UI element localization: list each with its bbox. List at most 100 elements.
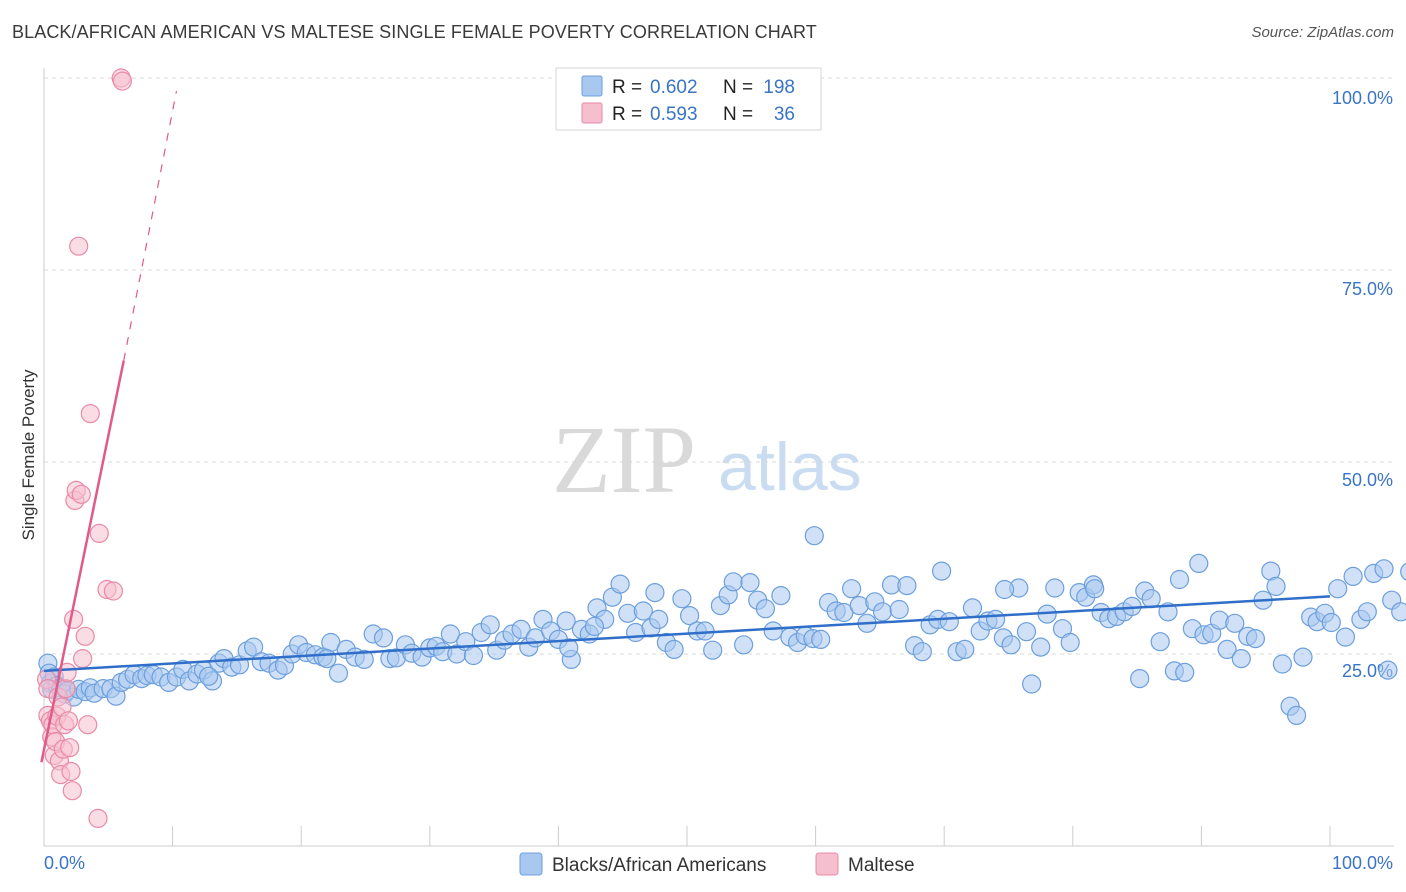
blacks-african-americans-point [985,609,1006,630]
blacks-african-americans-point [740,572,760,593]
trend-lines [40,90,1331,763]
blacks-african-americans-point [1016,622,1037,642]
blacks-african-americans-point [1374,559,1394,579]
maltese-point [57,662,77,683]
blacks-african-americans-point [1189,553,1209,574]
source-credit: Source: ZipAtlas.com [1251,24,1394,41]
blacks-african-americans-point [354,649,374,670]
blacks-african-americans-point [1335,627,1356,647]
maltese-point [103,581,124,601]
blacks-african-americans-point [1217,639,1237,660]
blacks-african-americans-point [1286,705,1307,726]
blacks-african-americans-point [1391,602,1406,622]
blacks-african-americans-point [633,601,653,621]
maltese-point [69,236,89,256]
blacks-african-americans-point [645,582,665,603]
blacks-african-americans-point [664,639,684,660]
x-tick-label-100: 100.0% [1332,853,1393,873]
blacks-african-americans-point [1225,613,1245,633]
y-axis-title: Single Female Poverty [19,369,38,541]
blacks-african-americans-point [556,611,576,631]
maltese-point [89,523,109,544]
blacks-african-americans-point [1150,632,1170,652]
blacks-african-americans-point [1021,674,1042,694]
legend-n-value-blue: 198 [763,77,795,98]
watermark: ZIP atlas [552,406,862,513]
blacks-african-americans-point [841,579,862,599]
maltese-point [88,808,108,829]
blacks-african-americans-point [931,561,952,581]
legend-swatch-pink [581,102,603,124]
blacks-african-americans-point [610,574,630,594]
blacks-african-americans-point [811,629,831,650]
blacks-african-americans-point [1378,660,1398,680]
blacks-african-americans-point [1328,579,1348,599]
blacks-african-americans-point [1400,562,1406,581]
bottom-legend-swatch-blue [519,852,543,876]
blacks-african-americans-point [1343,566,1363,587]
blacks-african-americans-point [1031,637,1051,657]
y-tick-label-50: 50.0% [1342,470,1393,490]
maltese-point [80,404,100,424]
maltese-point [58,711,79,731]
blacks-african-americans-point [755,599,776,619]
legend-n-label-pink: N = [723,104,753,125]
x-axis-ticks [43,826,1331,846]
blacks-african-americans-point [1130,668,1150,689]
trend-line-blacks-african-americans [43,595,1331,673]
blacks-african-americans-point [1158,602,1178,622]
blacks-african-americans-point [703,640,723,660]
blacks-african-americans-point [939,612,959,632]
blacks-african-americans-point [584,616,605,637]
blacks-african-americans-point [1085,579,1105,599]
blacks-african-americans-point [1169,569,1190,590]
trend-line-maltese-extension [123,90,178,361]
blacks-african-americans-point [511,619,531,640]
maltese-point [56,678,76,699]
trend-line-maltese [40,360,125,763]
chart-title: BLACK/AFRICAN AMERICAN VS MALTESE SINGLE… [12,22,817,42]
blacks-african-americans-point [1245,628,1266,649]
blacks-african-americans-point [1231,648,1251,669]
blacks-african-americans-point [440,624,460,644]
maltese-point [112,71,133,91]
maltese-point [60,738,80,758]
bottom-legend-swatch-pink [815,852,839,876]
legend-r-value-blue: 0.602 [650,77,698,98]
blacks-african-americans-point [1293,647,1313,667]
blacks-african-americans-point [1357,602,1377,622]
blacks-african-americans-point [962,598,983,618]
blacks-african-americans-point [463,645,484,666]
bottom-legend-label-pink: Maltese [848,855,915,876]
blacks-african-americans-point [679,605,700,626]
series-maltese [36,68,133,829]
blacks-african-americans-point [1272,654,1293,674]
bottom-legend-label-blue: Blacks/African Americans [552,855,766,876]
watermark-atlas: atlas [718,429,862,505]
blacks-african-americans-point [559,638,579,658]
maltese-point [63,609,84,630]
legend-swatch-blue [581,75,603,97]
legend-r-value-pink: 0.593 [650,104,698,125]
blacks-african-americans-point [649,609,669,630]
blacks-african-americans-point [373,628,394,648]
legend-n-value-pink: 36 [774,104,795,125]
blacks-african-americans-point [733,635,754,655]
series-legend: Blacks/African Americans Maltese [519,852,915,876]
blacks-african-americans-point [1045,578,1065,598]
blacks-african-americans-point [912,642,932,662]
y-tick-label-100: 100.0% [1332,88,1393,108]
blacks-african-americans-point [872,602,893,622]
blacks-african-americans-point [763,621,783,641]
legend-r-label-blue: R = [612,77,642,98]
legend-r-label-pink: R = [612,104,642,125]
watermark-zip: ZIP [552,406,696,513]
maltese-point [61,761,81,782]
blacks-african-americans-point [1266,576,1286,597]
blacks-african-americans-point [771,585,791,606]
blacks-african-americans-point [199,666,219,686]
y-tick-label-75: 75.0% [1342,279,1393,299]
blacks-african-americans-point [480,615,500,635]
maltese-point [75,626,95,646]
maltese-point [71,484,91,504]
